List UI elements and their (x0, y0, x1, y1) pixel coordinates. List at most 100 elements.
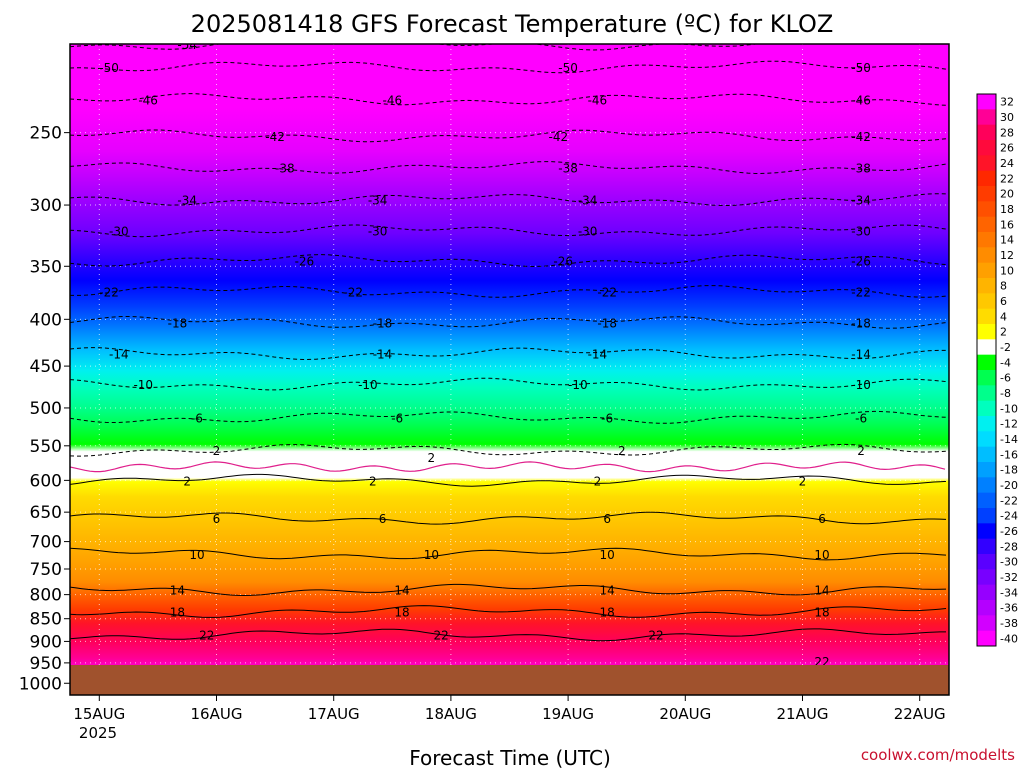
contour-label: 22 (199, 629, 214, 643)
contour-label: 14 (600, 584, 615, 598)
colorbar-swatch (977, 462, 996, 478)
y-tick-label: 550 (30, 437, 62, 457)
contour-line (70, 547, 947, 561)
colorbar-swatch (977, 232, 996, 248)
contour-label: -6 (391, 411, 403, 425)
colorbar-swatch (977, 523, 996, 540)
contour-label: -26 (851, 255, 871, 269)
contour-label: 6 (818, 512, 826, 526)
colorbar-swatch (977, 247, 996, 264)
x-tick-label: 15AUG (73, 705, 125, 723)
colorbar-swatch (977, 216, 996, 233)
x-tick-label: 18AUG (425, 705, 477, 723)
contour-label: 6 (603, 512, 611, 526)
colorbar: 32 30 28 26 24 22 20 18 16 14 12 10 8 6 4 2 -2 -4 -6 -8 -10 -… (976, 93, 1018, 647)
colorbar-label: 4 (1000, 310, 1007, 323)
colorbar-swatch (977, 94, 996, 110)
colorbar-swatch (977, 385, 996, 402)
contour-label: 2 (799, 474, 807, 488)
contour-label: 6 (379, 512, 387, 526)
colorbar-swatch (977, 186, 996, 202)
colorbar-swatch (977, 630, 996, 647)
colorbar-label: -34 (1000, 586, 1018, 599)
x-tick-label: 19AUG (542, 705, 594, 723)
contour-label: -6 (855, 411, 867, 425)
colorbar-swatch (977, 324, 996, 340)
contour-label: 14 (394, 584, 409, 598)
contour-label: -14 (109, 348, 129, 362)
contour-label: -54 (177, 38, 197, 52)
contour-label: -18 (373, 316, 393, 330)
colorbar-label: 28 (1000, 126, 1014, 139)
y-tick-label: 900 (30, 632, 62, 652)
contour-label: 18 (394, 606, 409, 620)
y-tick-label: 700 (30, 533, 62, 553)
colorbar-swatch (977, 370, 996, 386)
contour-label: -10 (358, 378, 378, 392)
colorbar-label: 8 (1000, 280, 1007, 293)
contour-label: -14 (851, 348, 871, 362)
colorbar-label: -26 (1000, 525, 1018, 538)
x-axis-title: Forecast Time (UTC) (409, 746, 611, 768)
contour-label: 10 (600, 548, 615, 562)
y-tick-label: 250 (30, 124, 62, 144)
colorbar-label: -32 (1000, 571, 1018, 584)
contour-label: 18 (600, 606, 615, 620)
colorbar-label: 18 (1000, 203, 1014, 216)
contour-line (70, 473, 947, 487)
colorbar-label: -12 (1000, 418, 1018, 431)
colorbar-swatch (977, 354, 996, 371)
contour-label: -38 (558, 162, 578, 176)
contour-label: -6 (601, 411, 613, 425)
x-tick-label: 21AUG (777, 705, 829, 723)
contour-line (70, 511, 947, 525)
colorbar-swatch (977, 140, 996, 156)
contour-labels: -54 -50 -50 -50 -46 -46 -46 -46 -42 -42 -42 -38 -38 -… (99, 38, 871, 669)
colorbar-label: -28 (1000, 540, 1018, 553)
freezing-level-line (70, 461, 946, 473)
contour-label: -6 (191, 411, 203, 425)
y-tick-label: 850 (30, 610, 62, 630)
colorbar-label: -14 (1000, 433, 1018, 446)
colorbar-swatch (977, 339, 996, 356)
colorbar-label: -8 (1000, 387, 1011, 400)
x-tick-label: 20AUG (659, 705, 711, 723)
credit-link[interactable]: coolwx.com/modelts (861, 746, 1015, 764)
colorbar-swatch (977, 477, 996, 494)
contour-label: 22 (648, 629, 663, 643)
colorbar-swatch (977, 615, 996, 632)
colorbar-swatch (977, 293, 996, 310)
colorbar-label: 32 (1000, 96, 1014, 109)
colorbar-swatch (977, 416, 996, 432)
contour-label: -14 (588, 348, 608, 362)
colorbar-swatch (977, 170, 996, 187)
y-tick-label: 600 (30, 471, 62, 491)
x-axis: 15AUG 16AUG 17AUG 18AUG 19AUG 20AUG 21AUG 22AUG (73, 695, 946, 723)
contour-label: -50 (851, 61, 871, 75)
y-axis: 2503003504004505005506006507007508008509… (19, 124, 70, 694)
gridlines (70, 44, 949, 695)
y-tick-label: 1000 (19, 674, 62, 694)
contour-label: -38 (275, 162, 295, 176)
y-tick-label: 950 (30, 654, 62, 674)
contour-label: -50 (558, 61, 578, 75)
colorbar-swatch (977, 431, 996, 448)
contour-label: -46 (851, 94, 871, 108)
colorbar-label: -16 (1000, 448, 1018, 461)
colorbar-swatch (977, 109, 996, 126)
contour-label: -10 (133, 378, 153, 392)
contour-label: -30 (851, 225, 871, 239)
contour-label: 14 (814, 584, 829, 598)
colorbar-label: 2 (1000, 326, 1007, 339)
x-axis-year-label: 2025 (79, 724, 117, 742)
colorbar-label: 10 (1000, 264, 1014, 277)
contour-label: -42 (549, 130, 569, 144)
y-tick-label: 350 (30, 257, 62, 277)
colorbar-label: -10 (1000, 402, 1018, 415)
contour-line (70, 605, 947, 618)
contour-label: 2 (594, 474, 602, 488)
contour-label: -22 (851, 286, 871, 300)
colorbar-label: -36 (1000, 602, 1018, 615)
colorbar-swatch (977, 569, 996, 586)
